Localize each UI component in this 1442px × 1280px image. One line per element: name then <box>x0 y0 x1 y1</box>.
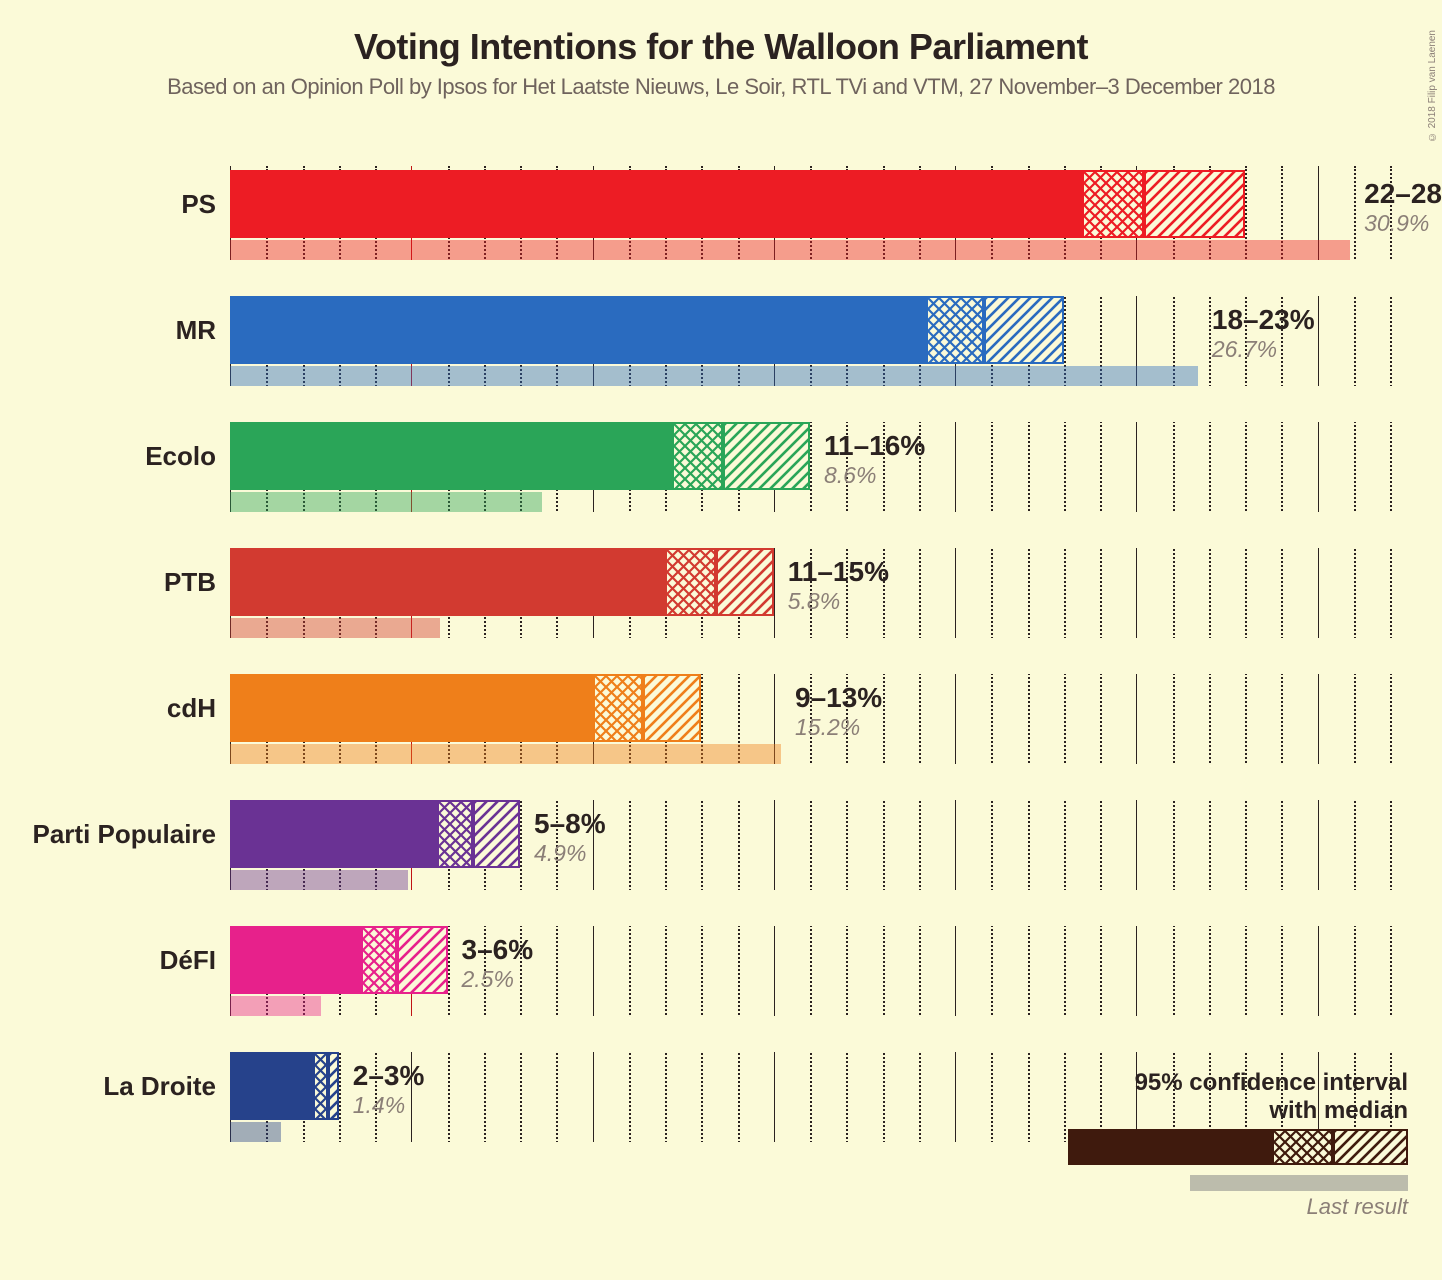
bar-diaghatch <box>643 674 701 742</box>
party-row: cdH9–13%15.2% <box>230 674 1390 764</box>
bar-diaghatch <box>397 926 448 994</box>
party-label: cdH <box>167 674 216 742</box>
legend-title-line1: 95% confidence interval <box>1068 1069 1408 1097</box>
value-label: 18–23%26.7% <box>1212 304 1315 363</box>
bar-last-result <box>230 1122 281 1142</box>
party-row: MR18–23%26.7% <box>230 296 1390 386</box>
bar-crosshatch <box>361 926 397 994</box>
value-label: 11–16%8.6% <box>824 430 925 489</box>
value-label: 2–3%1.4% <box>353 1060 425 1119</box>
party-label: Parti Populaire <box>33 800 217 868</box>
value-last: 5.8% <box>788 588 889 615</box>
bar-last-result <box>230 366 1198 386</box>
bar-solid <box>230 926 361 994</box>
party-label: DéFI <box>160 926 216 994</box>
bar-last-result <box>230 618 440 638</box>
party-label: Ecolo <box>145 422 216 490</box>
value-range: 5–8% <box>534 808 606 840</box>
party-row: DéFI3–6%2.5% <box>230 926 1390 1016</box>
legend-title-line2: with median <box>1068 1097 1408 1125</box>
value-label: 9–13%15.2% <box>795 682 882 741</box>
value-label: 5–8%4.9% <box>534 808 606 867</box>
chart-title: Voting Intentions for the Walloon Parlia… <box>0 26 1442 68</box>
legend-last-label: Last result <box>1068 1194 1408 1220</box>
value-range: 3–6% <box>462 934 534 966</box>
value-range: 18–23% <box>1212 304 1315 336</box>
chart-subtitle: Based on an Opinion Poll by Ipsos for He… <box>0 74 1442 100</box>
party-row: PS22–28%30.9% <box>230 170 1390 260</box>
bar-diaghatch <box>328 1052 339 1120</box>
bar-crosshatch <box>1082 170 1144 238</box>
bar-diaghatch <box>473 800 520 868</box>
party-row: Parti Populaire5–8%4.9% <box>230 800 1390 890</box>
value-range: 11–16% <box>824 430 925 462</box>
bar-last-result <box>230 492 542 512</box>
value-last: 2.5% <box>462 966 534 993</box>
party-label: PS <box>181 170 216 238</box>
party-row: Ecolo11–16%8.6% <box>230 422 1390 512</box>
bar-crosshatch <box>665 548 716 616</box>
bar-solid <box>230 170 1082 238</box>
bar-diaghatch <box>716 548 774 616</box>
value-range: 22–28% <box>1364 178 1442 210</box>
value-range: 11–15% <box>788 556 889 588</box>
copyright: © 2018 Filip van Laenen <box>1427 30 1438 142</box>
value-label: 11–15%5.8% <box>788 556 889 615</box>
value-label: 22–28%30.9% <box>1364 178 1442 237</box>
party-row: PTB11–15%5.8% <box>230 548 1390 638</box>
bar-last-result <box>230 240 1350 260</box>
bar-crosshatch <box>593 674 644 742</box>
value-last: 8.6% <box>824 462 925 489</box>
bar-solid <box>230 1052 313 1120</box>
party-label: MR <box>176 296 216 364</box>
bar-last-result <box>230 996 321 1016</box>
bar-crosshatch <box>672 422 723 490</box>
value-last: 1.4% <box>353 1092 425 1119</box>
bar-solid <box>230 548 665 616</box>
bar-diaghatch <box>723 422 810 490</box>
bar-crosshatch <box>313 1052 328 1120</box>
value-label: 3–6%2.5% <box>462 934 534 993</box>
value-range: 2–3% <box>353 1060 425 1092</box>
value-last: 30.9% <box>1364 210 1442 237</box>
bar-crosshatch <box>926 296 984 364</box>
party-label: PTB <box>164 548 216 616</box>
legend-bar <box>1068 1129 1408 1173</box>
bar-diaghatch <box>1144 170 1246 238</box>
bar-last-result <box>230 870 408 890</box>
legend-last-bar <box>1068 1175 1408 1193</box>
bar-crosshatch <box>437 800 473 868</box>
bar-diaghatch <box>984 296 1064 364</box>
chart-area: PS22–28%30.9% MR18–23%26.7% Ecolo11–16%8.6… <box>230 166 1390 1226</box>
bar-solid <box>230 800 437 868</box>
bar-solid <box>230 422 672 490</box>
value-last: 15.2% <box>795 714 882 741</box>
bar-last-result <box>230 744 781 764</box>
value-last: 26.7% <box>1212 336 1315 363</box>
party-label: La Droite <box>103 1052 216 1120</box>
legend: 95% confidence interval with median Last… <box>1068 1069 1408 1220</box>
value-last: 4.9% <box>534 840 606 867</box>
bar-solid <box>230 296 926 364</box>
value-range: 9–13% <box>795 682 882 714</box>
bar-solid <box>230 674 593 742</box>
